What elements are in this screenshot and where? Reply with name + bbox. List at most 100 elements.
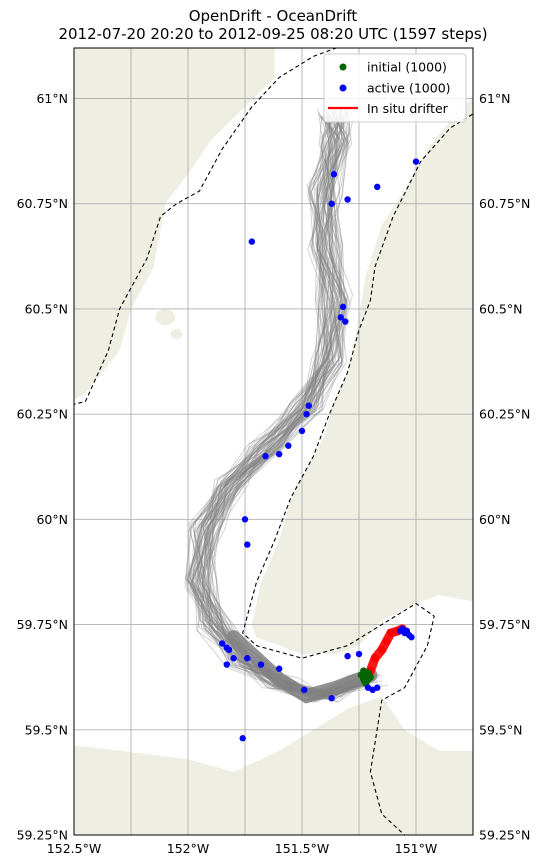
active-point (403, 627, 411, 635)
y-tick-label-left: 59.25°N (17, 828, 68, 843)
active-point (219, 640, 226, 647)
legend-active-label: active (1000) (367, 81, 451, 96)
trajectory-line (201, 109, 363, 693)
legend: initial (1000) active (1000) In situ dri… (323, 53, 467, 123)
land-west-shore (74, 48, 275, 401)
trajectory-line (208, 115, 373, 698)
y-tick-label-left: 59.75°N (17, 617, 68, 632)
trajectory-line (188, 105, 377, 702)
trajectory-line (198, 112, 370, 695)
active-point (223, 661, 230, 668)
trajectory-line (203, 106, 381, 700)
active-positions (219, 158, 420, 742)
y-tick-labels-right: 59.25°N 59.5°N 59.75°N 60°N 60.25°N 60.5°N 60.… (479, 91, 530, 842)
active-point (305, 402, 313, 409)
y-tick-label-right: 59.25°N (479, 828, 530, 843)
grid-lines (74, 48, 473, 835)
active-point (241, 516, 249, 523)
active-point (374, 183, 381, 191)
active-point (239, 735, 246, 742)
trajectory-line (201, 108, 379, 699)
drifter-point (386, 628, 395, 637)
active-point (285, 442, 292, 449)
trajectory-line (211, 108, 383, 696)
trajectory-lines (184, 105, 388, 704)
active-point (301, 686, 308, 694)
active-point (337, 314, 344, 321)
active-point (396, 627, 404, 635)
active-point (257, 661, 265, 668)
trajectory-line (206, 110, 388, 700)
active-point (303, 410, 310, 418)
active-point (342, 318, 349, 325)
active-point (225, 646, 233, 654)
trajectory-line (199, 106, 369, 694)
active-point (276, 450, 283, 458)
y-tick-label-left: 60.25°N (17, 407, 68, 422)
trajectory-line (193, 114, 369, 702)
drifter-point (370, 654, 379, 663)
y-tick-label-right: 60.25°N (479, 407, 530, 422)
y-tick-label-left: 59.5°N (25, 722, 68, 737)
land-south-shore (74, 696, 473, 835)
trajectory-line (197, 109, 374, 699)
y-tick-label-right: 59.75°N (479, 617, 530, 632)
y-tick-label-right: 60°N (479, 512, 511, 527)
chart-subtitle: 2012-07-20 20:20 to 2012-09-25 08:20 UTC… (58, 25, 487, 43)
active-point (344, 652, 351, 660)
active-point (328, 200, 335, 207)
x-tick-labels: 152.5°W 152°W 151.5°W 151°W (47, 841, 437, 856)
x-tick-label: 152.5°W (47, 841, 101, 856)
legend-active-marker (339, 84, 347, 92)
legend-drifter-label: In situ drifter (367, 101, 449, 116)
trajectory-line (202, 107, 379, 702)
active-point (355, 650, 363, 658)
drifter-point (382, 637, 391, 646)
active-point (328, 695, 335, 702)
trajectory-line (192, 111, 372, 694)
y-tick-label-left: 60.75°N (17, 196, 68, 211)
drifter-point (377, 645, 386, 654)
x-tick-label: 151.5°W (275, 841, 329, 856)
island (155, 309, 176, 326)
y-tick-label-left: 60°N (36, 512, 68, 527)
y-tick-label-left: 60.5°N (25, 301, 68, 316)
trajectory-line (207, 107, 363, 702)
y-tick-labels-left: 59.25°N 59.5°N 59.75°N 60°N 60.25°N 60.5°N 60.… (17, 91, 68, 842)
trajectory-line (191, 109, 378, 701)
trajectory-line (196, 115, 375, 702)
y-tick-label-right: 61°N (479, 91, 511, 106)
y-tick-label-left: 61°N (36, 91, 68, 106)
initial-point (361, 677, 369, 685)
active-point (374, 684, 381, 691)
trajectory-line (201, 108, 368, 701)
trajectory-line (205, 110, 371, 696)
map-plot-area (74, 48, 473, 835)
land-east-shore (251, 48, 473, 654)
active-point (244, 655, 251, 662)
trajectory-line (202, 114, 367, 693)
active-point (276, 665, 283, 672)
active-point (248, 238, 256, 245)
x-tick-label: 151°W (395, 841, 437, 856)
active-point (244, 541, 251, 548)
active-point (298, 427, 306, 435)
legend-initial-label: initial (1000) (367, 60, 447, 75)
active-point (262, 453, 269, 460)
trajectory-line (208, 107, 383, 695)
active-point (344, 196, 351, 203)
legend-box (323, 53, 467, 123)
islands (155, 309, 183, 340)
trajectory-line (205, 110, 362, 702)
island (170, 329, 183, 340)
trajectory-line (197, 109, 373, 697)
trajectory-line (200, 108, 365, 701)
active-point (408, 633, 415, 641)
trajectory-line (202, 113, 366, 691)
x-tick-label: 152°W (167, 841, 209, 856)
trajectory-line (207, 109, 365, 698)
active-point (339, 303, 347, 311)
y-tick-label-right: 59.5°N (479, 722, 522, 737)
active-point (412, 158, 420, 165)
